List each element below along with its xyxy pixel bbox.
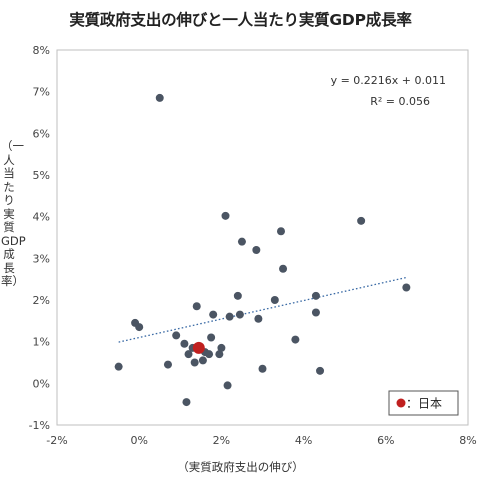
data-point xyxy=(270,296,279,304)
data-point xyxy=(235,310,244,319)
y-tick-label: 7% xyxy=(33,86,50,99)
data-point xyxy=(190,358,199,367)
data-point xyxy=(221,211,230,220)
data-points xyxy=(114,93,411,407)
data-point xyxy=(209,310,218,319)
trendline xyxy=(118,276,407,343)
data-point xyxy=(198,356,207,365)
x-tick-label: 0% xyxy=(130,434,147,447)
data-point xyxy=(279,264,288,273)
data-point xyxy=(215,350,224,359)
y-tick-label: 6% xyxy=(33,127,50,140)
data-point xyxy=(172,331,181,340)
x-tick-label: 2% xyxy=(213,434,230,447)
data-point xyxy=(237,237,246,246)
legend-marker-japan xyxy=(396,398,406,408)
data-point xyxy=(252,246,261,254)
data-point xyxy=(225,312,234,321)
chart-title: 実質政府支出の伸びと一人当たり実質GDP成長率 xyxy=(69,11,412,29)
data-point xyxy=(207,333,216,342)
data-point xyxy=(192,302,201,311)
data-point xyxy=(217,343,226,352)
y-tick-label: 5% xyxy=(33,169,50,182)
trend-equation: y = 0.2216x + 0.011 xyxy=(331,74,446,87)
data-point xyxy=(180,339,189,348)
data-point xyxy=(311,291,320,300)
data-point xyxy=(135,323,144,332)
data-point xyxy=(182,398,191,407)
x-tick-label: -2% xyxy=(46,434,67,447)
data-point xyxy=(254,314,263,323)
y-tick-label: 0% xyxy=(33,377,50,390)
x-axis-label: （実質政府支出の伸び） xyxy=(177,460,304,474)
y-tick-label: -1% xyxy=(29,419,50,432)
x-tick-label: 6% xyxy=(377,434,394,447)
data-point xyxy=(205,350,214,359)
data-point xyxy=(402,283,411,292)
trend-r2: R² = 0.056 xyxy=(370,95,430,108)
y-tick-label: 2% xyxy=(33,294,50,307)
japan-highlight-point xyxy=(192,341,205,354)
y-tick-label: 1% xyxy=(33,336,50,349)
y-tick-label: 3% xyxy=(33,252,50,265)
x-tick-label: 4% xyxy=(295,434,312,447)
y-tick-label: 8% xyxy=(33,44,50,57)
data-point xyxy=(316,366,325,375)
data-point xyxy=(233,291,242,300)
y-tick-label: 4% xyxy=(33,211,50,224)
data-point xyxy=(276,227,285,236)
data-point xyxy=(258,364,267,373)
data-point xyxy=(357,216,366,225)
axis-ticks: -2% 0% 2% 4% 6% 8% -1% 0% 1% 2% 3% 4% 5% 6% 7% 8% xyxy=(29,44,477,447)
data-point xyxy=(114,362,123,371)
data-point xyxy=(155,93,164,102)
x-tick-label: 8% xyxy=(459,434,476,447)
data-point xyxy=(311,308,320,317)
data-point xyxy=(163,360,172,369)
data-point xyxy=(223,381,232,390)
data-point xyxy=(184,350,193,359)
legend-label: ：日本 xyxy=(406,397,442,411)
legend: ：日本 xyxy=(388,390,459,416)
plot-frame xyxy=(56,49,469,426)
data-point xyxy=(291,335,300,344)
